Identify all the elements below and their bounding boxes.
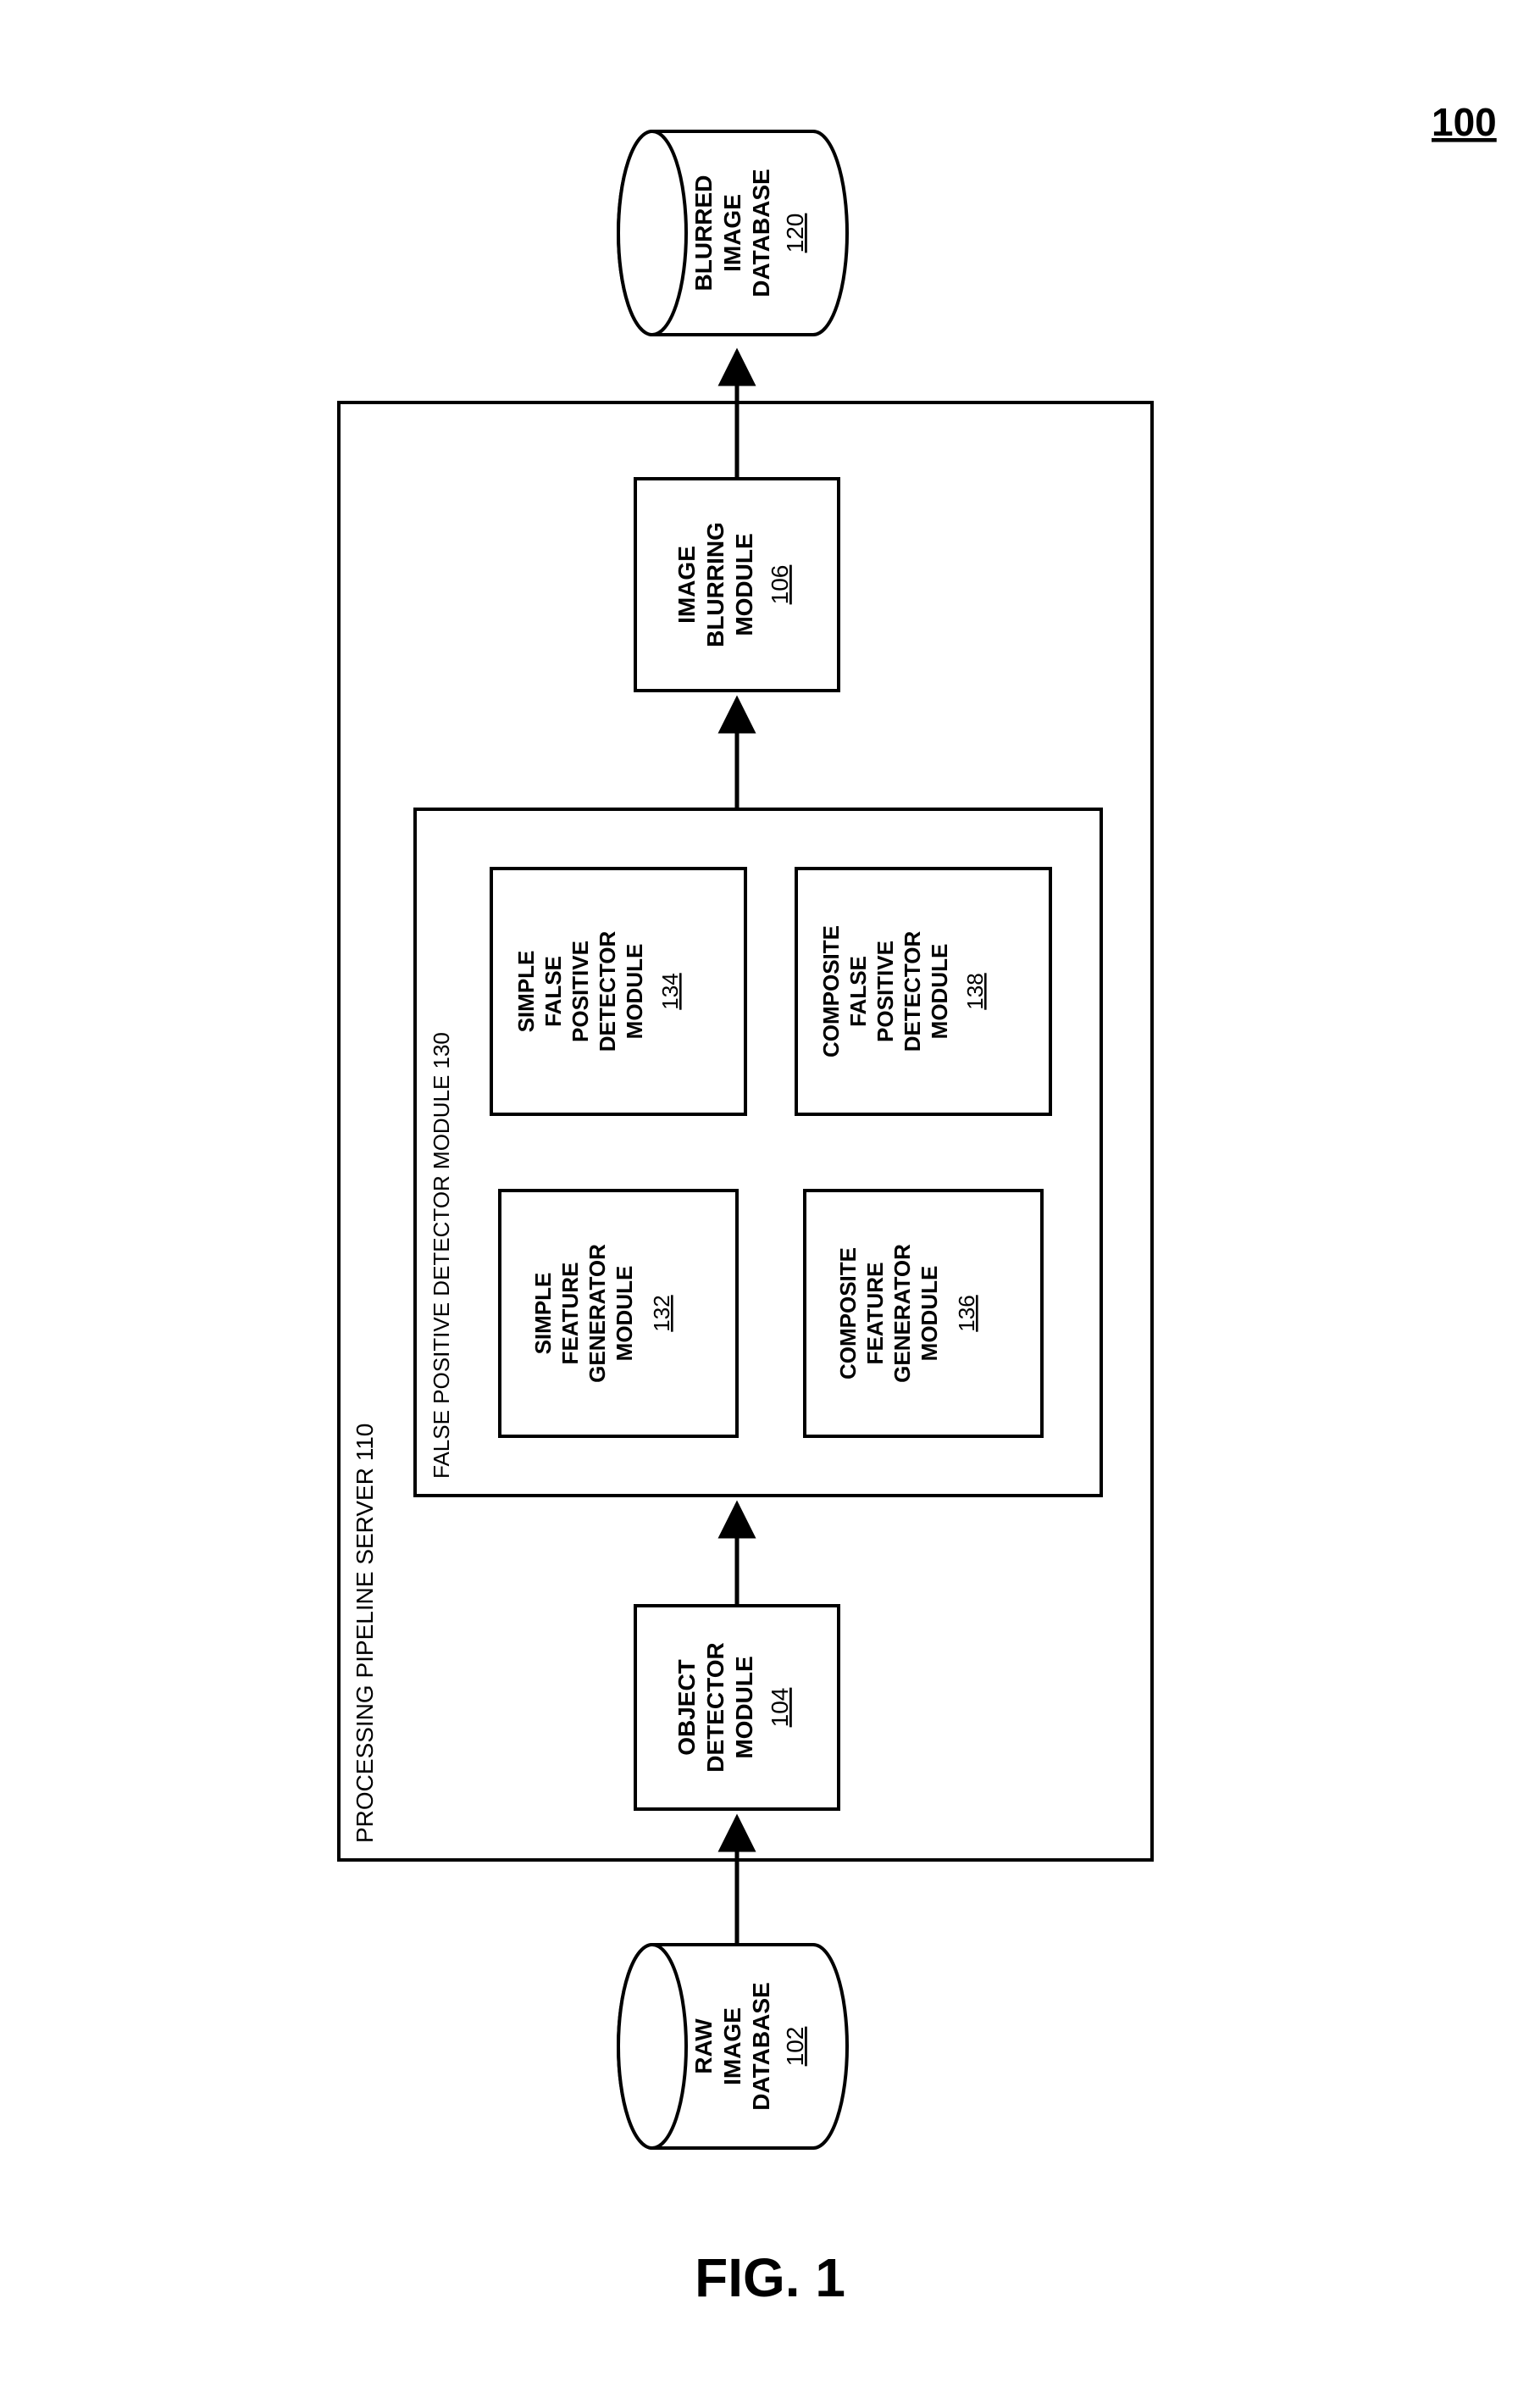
raw-db-ref: 102 [782, 2027, 808, 2067]
composite-feature-generator-module: COMPOSITE FEATURE GENERATOR MODULE 136 [805, 1191, 1042, 1436]
raw-image-database: RAW IMAGE DATABASE 102 [618, 1945, 847, 2148]
cfg-l1: FEATURE [862, 1263, 888, 1365]
objdet-l1: DETECTOR [702, 1642, 728, 1773]
raw-db-label-2: DATABASE [748, 1982, 774, 2110]
object-detector-module: OBJECT DETECTOR MODULE 104 [635, 1606, 839, 1809]
cfg-ref: 136 [954, 1295, 979, 1331]
cfg-l3: MODULE [917, 1266, 942, 1362]
sfp-l2: POSITIVE [568, 941, 593, 1042]
cfp-ref: 138 [962, 973, 988, 1009]
sfp-l0: SIMPLE [513, 951, 539, 1033]
sfg-ref: 132 [649, 1295, 674, 1331]
cfp-l1: FALSE [845, 956, 871, 1027]
sfp-ref: 134 [657, 973, 683, 1009]
sfg-l3: MODULE [612, 1266, 637, 1362]
objdet-l2: MODULE [731, 1656, 757, 1758]
blur-l2: MODULE [731, 533, 757, 636]
composite-false-positive-detector-module: COMPOSITE FALSE POSITIVE DETECTOR MODULE… [796, 869, 1050, 1114]
cfg-l2: GENERATOR [889, 1244, 915, 1383]
cfp-l3: DETECTOR [900, 931, 925, 1052]
objdet-ref: 104 [767, 1688, 793, 1728]
sfp-l3: DETECTOR [595, 931, 620, 1052]
figure-caption: FIG. 1 [695, 2247, 845, 2308]
bdb-l0: BLURRED [690, 175, 717, 291]
raw-db-label-0: RAW [690, 2018, 717, 2074]
blur-l1: BLURRING [702, 522, 728, 647]
image-blurring-module: IMAGE BLURRING MODULE 106 [635, 479, 839, 691]
blur-l0: IMAGE [673, 546, 700, 624]
simple-false-positive-detector-module: SIMPLE FALSE POSITIVE DETECTOR MODULE 13… [491, 869, 745, 1114]
cfg-l0: COMPOSITE [835, 1247, 861, 1379]
bdb-l2: DATABASE [748, 169, 774, 297]
raw-db-label-1: IMAGE [719, 2007, 745, 2085]
fp-title: FALSE POSITIVE DETECTOR MODULE 130 [429, 1032, 454, 1479]
cfp-l0: COMPOSITE [818, 925, 844, 1057]
cfp-l2: POSITIVE [872, 941, 898, 1042]
blur-ref: 106 [767, 565, 793, 605]
bdb-l1: IMAGE [719, 194, 745, 272]
simple-feature-generator-module: SIMPLE FEATURE GENERATOR MODULE 132 [500, 1191, 737, 1436]
sfg-l2: GENERATOR [584, 1244, 610, 1383]
blurred-image-database: BLURRED IMAGE DATABASE 120 [618, 131, 847, 335]
figure-id: 100 [1432, 100, 1497, 144]
sfp-l1: FALSE [540, 956, 566, 1027]
bdb-ref: 120 [782, 214, 808, 253]
sfg-l1: FEATURE [557, 1263, 583, 1365]
sfp-l4: MODULE [622, 944, 647, 1040]
sfg-l0: SIMPLE [530, 1273, 556, 1355]
cfp-l4: MODULE [927, 944, 952, 1040]
objdet-l0: OBJECT [673, 1659, 700, 1756]
server-title: PROCESSING PIPELINE SERVER 110 [352, 1424, 378, 1843]
